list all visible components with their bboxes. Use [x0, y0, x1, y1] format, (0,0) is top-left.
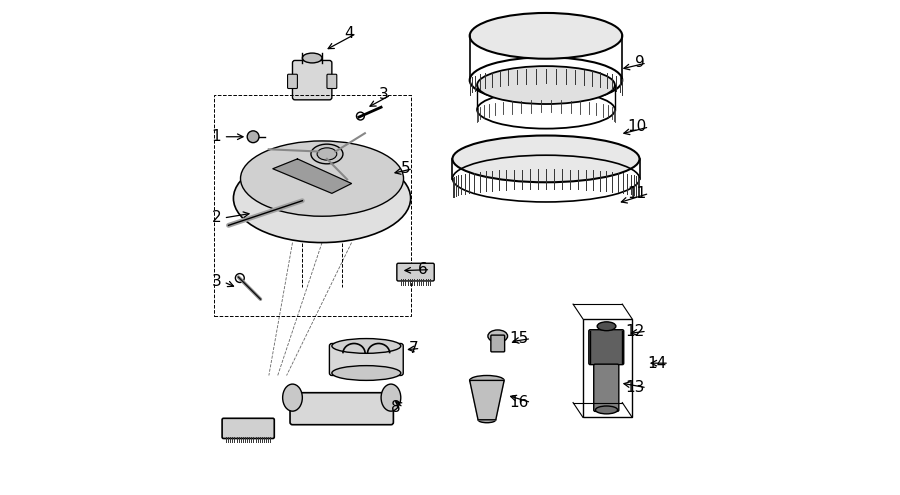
Text: 15: 15 [509, 331, 529, 346]
Ellipse shape [598, 322, 616, 331]
Ellipse shape [283, 384, 302, 411]
Ellipse shape [470, 376, 504, 385]
Text: 13: 13 [626, 380, 644, 396]
Text: 7: 7 [409, 341, 418, 356]
Text: 2: 2 [212, 210, 221, 225]
FancyBboxPatch shape [397, 263, 434, 281]
FancyBboxPatch shape [290, 393, 393, 425]
Ellipse shape [453, 136, 640, 182]
Ellipse shape [233, 154, 410, 243]
Text: 4: 4 [345, 26, 354, 41]
Text: 6: 6 [418, 262, 427, 277]
Ellipse shape [332, 366, 400, 380]
Text: 3: 3 [379, 88, 389, 102]
Text: 5: 5 [401, 161, 410, 176]
Ellipse shape [478, 417, 496, 423]
Text: 3: 3 [212, 274, 221, 290]
Text: 9: 9 [634, 55, 644, 70]
Text: 8: 8 [392, 400, 400, 415]
Ellipse shape [596, 406, 617, 414]
Ellipse shape [317, 148, 337, 160]
Ellipse shape [488, 330, 508, 342]
Ellipse shape [302, 53, 322, 63]
FancyBboxPatch shape [327, 74, 337, 89]
FancyBboxPatch shape [491, 335, 505, 352]
Text: 11: 11 [627, 186, 647, 201]
Ellipse shape [332, 339, 400, 353]
FancyBboxPatch shape [594, 364, 619, 411]
Ellipse shape [310, 144, 343, 164]
Circle shape [248, 131, 259, 143]
Ellipse shape [240, 141, 403, 216]
Text: 14: 14 [647, 356, 667, 371]
Ellipse shape [381, 384, 400, 411]
Polygon shape [273, 159, 352, 194]
Ellipse shape [470, 13, 622, 59]
FancyBboxPatch shape [329, 344, 403, 376]
FancyBboxPatch shape [222, 418, 274, 439]
FancyBboxPatch shape [589, 330, 624, 365]
Polygon shape [470, 380, 504, 420]
FancyBboxPatch shape [292, 60, 332, 100]
Ellipse shape [477, 66, 615, 104]
Text: 1: 1 [212, 129, 221, 144]
Text: 12: 12 [626, 324, 644, 339]
Text: 16: 16 [509, 395, 529, 410]
Text: 10: 10 [627, 119, 647, 135]
FancyBboxPatch shape [288, 74, 297, 89]
